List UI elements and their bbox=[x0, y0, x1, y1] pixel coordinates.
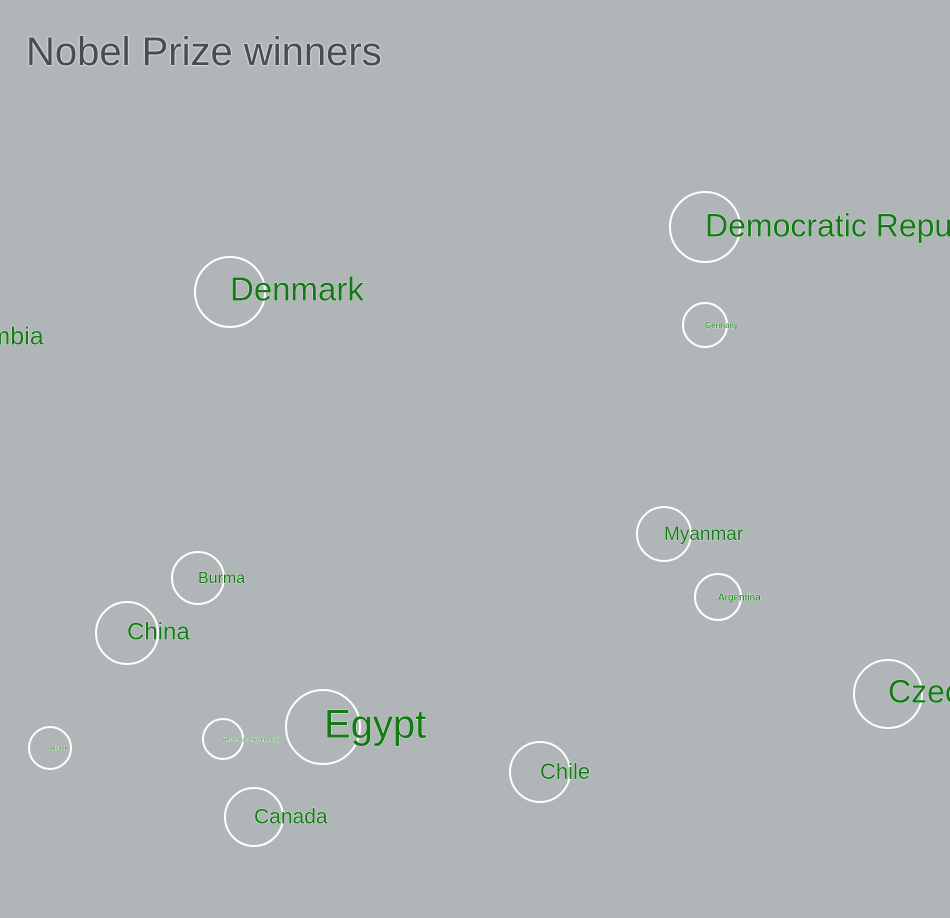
bubble-circle[interactable] bbox=[194, 256, 266, 328]
bubble-circle[interactable] bbox=[285, 689, 361, 765]
bubble-circle[interactable] bbox=[853, 659, 923, 729]
country-label: Democratic Republic of the Congo bbox=[705, 207, 950, 243]
bubble-circle[interactable] bbox=[694, 573, 742, 621]
country-label: Hesse-Kassel (Germany) bbox=[223, 737, 279, 743]
bubble-hesse-kassel-germany[interactable]: Hesse-Kassel (Germany) bbox=[202, 718, 280, 760]
bubble-egypt[interactable]: Egypt bbox=[285, 689, 427, 765]
bubble-circle[interactable] bbox=[682, 302, 728, 348]
bubble-burma[interactable]: Burma bbox=[171, 551, 246, 605]
bubble-circle[interactable] bbox=[224, 787, 284, 847]
bubble-circle[interactable] bbox=[636, 506, 692, 562]
bubble-germany[interactable]: Germany bbox=[682, 302, 738, 348]
bubble-czech-republic[interactable]: Czech Republic bbox=[853, 659, 950, 729]
country-label: Canada bbox=[254, 806, 328, 829]
bubble-circle[interactable] bbox=[28, 726, 72, 770]
country-label: Czech Republic bbox=[888, 673, 950, 709]
country-label: Alsace bbox=[50, 747, 69, 753]
bubble-china[interactable]: China bbox=[95, 601, 191, 665]
bubble-colombia[interactable]: Colombia bbox=[0, 322, 44, 351]
bubble-circle[interactable] bbox=[202, 718, 244, 760]
country-label: Colombia bbox=[0, 323, 44, 351]
country-label: Argentina bbox=[718, 593, 761, 604]
page-title: Nobel Prize winners bbox=[26, 30, 382, 74]
country-label: Burma bbox=[198, 570, 245, 587]
country-label: Myanmar bbox=[664, 524, 744, 545]
bubble-circle[interactable] bbox=[171, 551, 225, 605]
bubble-canada[interactable]: Canada bbox=[224, 787, 328, 847]
bubble-alsace[interactable]: Alsace bbox=[28, 726, 72, 770]
country-label: Germany bbox=[705, 321, 738, 330]
country-label: Egypt bbox=[324, 703, 426, 747]
bubble-circle[interactable] bbox=[669, 191, 741, 263]
bubble-argentina[interactable]: Argentina bbox=[694, 573, 762, 621]
bubble-chile[interactable]: Chile bbox=[509, 741, 590, 803]
bubble-myanmar[interactable]: Myanmar bbox=[636, 506, 744, 562]
country-label: Denmark bbox=[230, 271, 364, 308]
country-label: China bbox=[127, 618, 190, 645]
bubble-democratic-republic-of-the-congo[interactable]: Democratic Republic of the Congo bbox=[669, 191, 950, 263]
bubble-circle[interactable] bbox=[95, 601, 159, 665]
bubble-denmark[interactable]: Denmark bbox=[194, 256, 365, 328]
bubble-circle[interactable] bbox=[509, 741, 571, 803]
country-label: Chile bbox=[540, 759, 590, 784]
